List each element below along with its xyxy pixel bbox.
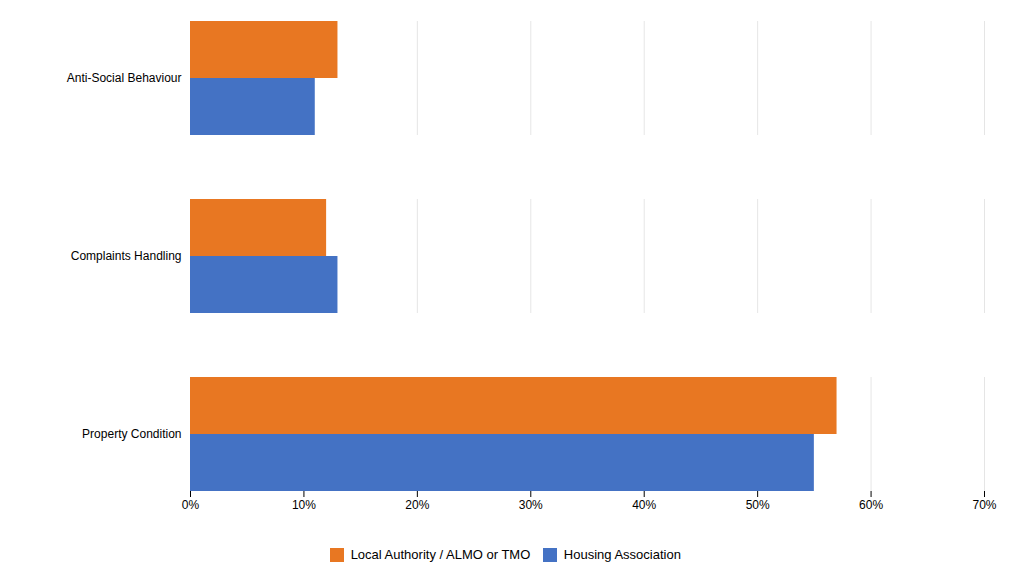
svg-text:0%: 0% [182,498,200,512]
svg-text:40%: 40% [632,498,656,512]
svg-text:20%: 20% [405,498,429,512]
svg-text:60%: 60% [859,498,883,512]
svg-text:50%: 50% [746,498,770,512]
html-text:Housing Association: Housing Association [563,547,681,562]
svg-text:10%: 10% [292,498,316,512]
svg-text:70%: 70% [972,498,996,512]
html-text:Local Authority / ALMO or TMO: Local Authority / ALMO or TMO [350,547,531,562]
svg-text:30%: 30% [519,498,543,512]
svg-text:Anti-Social Behaviour: Anti-Social Behaviour [67,71,182,85]
svg-text:Property Condition: Property Condition [82,427,181,441]
svg-text:Complaints Handling: Complaints Handling [71,249,182,263]
